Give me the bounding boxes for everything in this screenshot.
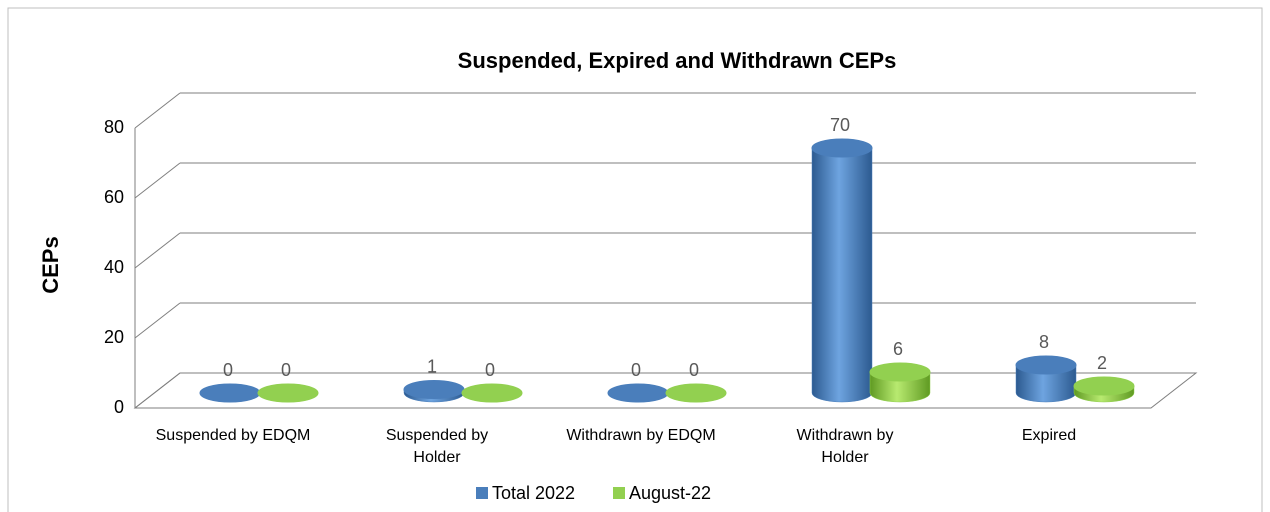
bar-top [811, 138, 873, 158]
chart-title: Suspended, Expired and Withdrawn CEPs [458, 48, 897, 73]
grid-line-side [134, 372, 181, 409]
bar-top [257, 383, 319, 403]
bar-top [199, 383, 261, 403]
legend-label: August-22 [629, 483, 711, 503]
value-label: 0 [281, 360, 291, 380]
value-label: 0 [485, 360, 495, 380]
value-label: 70 [830, 115, 850, 135]
y-tick-label: 20 [104, 327, 124, 347]
y-axis-label: CEPs [38, 236, 63, 293]
bar-top [869, 362, 931, 382]
legend-swatch [476, 487, 488, 499]
bar [811, 147, 873, 403]
bar-top [461, 383, 523, 403]
legend-label: Total 2022 [492, 483, 575, 503]
grid-line-side [134, 162, 181, 199]
y-tick-label: 0 [114, 397, 124, 417]
bar-top [1073, 376, 1135, 396]
bar-top [607, 383, 669, 403]
y-tick-label: 40 [104, 257, 124, 277]
x-tick-label: Withdrawn by Holder [796, 427, 894, 466]
y-tick-label: 60 [104, 187, 124, 207]
value-label: 6 [893, 339, 903, 359]
value-label: 0 [689, 360, 699, 380]
x-tick-label: Withdrawn by EDQM [566, 427, 716, 444]
value-label: 1 [427, 356, 437, 376]
bar-top [1015, 355, 1077, 375]
grid-line-side [134, 92, 181, 129]
chart-border [7, 7, 1263, 512]
x-tick-label: Suspended by EDQM [155, 427, 311, 444]
value-label: 0 [631, 360, 641, 380]
value-label: 0 [223, 360, 233, 380]
value-label: 2 [1097, 353, 1107, 373]
value-label: 8 [1039, 332, 1049, 352]
legend-swatch [613, 487, 625, 499]
grid-line-side [134, 302, 181, 339]
grid-line-side [134, 232, 181, 269]
bar-top [665, 383, 727, 403]
x-tick-label: Suspended by Holder [385, 427, 489, 466]
y-tick-label: 80 [104, 117, 124, 137]
x-tick-label: Expired [1021, 427, 1077, 444]
bar-top [403, 380, 465, 399]
